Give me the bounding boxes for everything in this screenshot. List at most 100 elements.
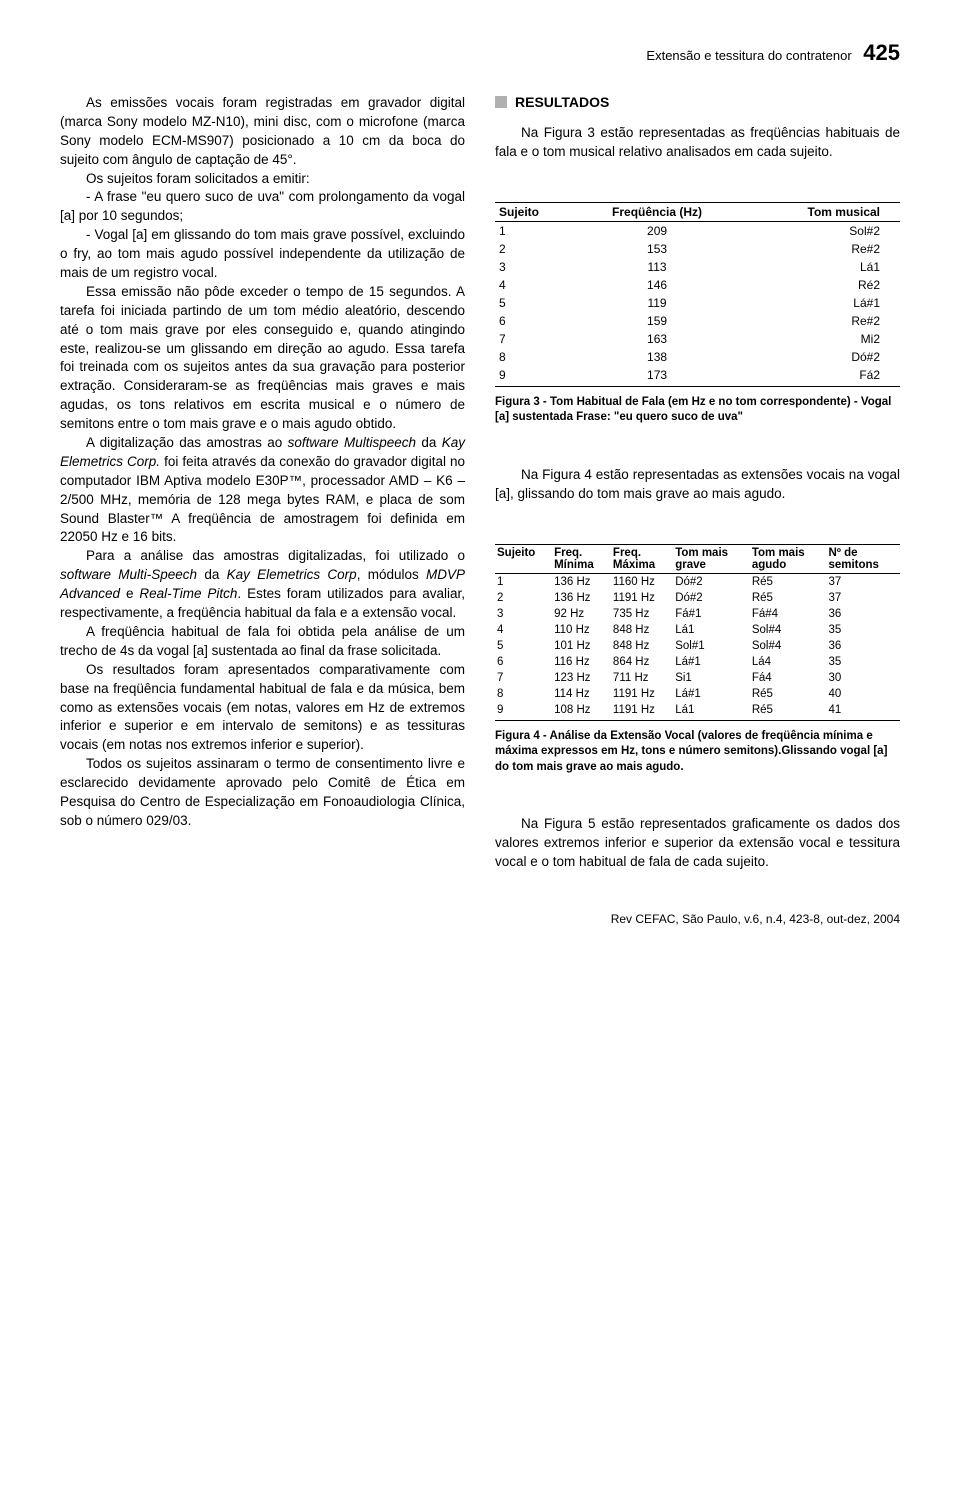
table-cell: 8	[495, 686, 552, 702]
body-paragraph: - Vogal [a] em glissando do tom mais gra…	[60, 226, 465, 283]
table-cell: 848 Hz	[611, 622, 673, 638]
table-cell: Ré5	[750, 686, 827, 702]
table-header-cell: Freq.Mínima	[552, 544, 611, 573]
table-cell: 1191 Hz	[611, 590, 673, 606]
table-row: 1209Sol#2	[495, 221, 900, 240]
body-paragraph: A freqüência habitual de fala foi obtida…	[60, 623, 465, 661]
table-cell: 40	[826, 686, 900, 702]
table-cell: Re#2	[739, 312, 900, 330]
table-cell: Dó#2	[673, 573, 750, 590]
figure-3-table: SujeitoFreqüência (Hz)Tom musical 1209So…	[495, 202, 900, 387]
table-cell: 9	[495, 366, 575, 387]
figure-4-caption: Figura 4 - Análise da Extensão Vocal (va…	[495, 729, 900, 776]
figure-4-table: SujeitoFreq.MínimaFreq.MáximaTom maisgra…	[495, 544, 900, 721]
table-cell: 119	[575, 294, 739, 312]
table-row: 7123 Hz711 HzSi1Fá430	[495, 670, 900, 686]
table-header-cell: Freq.Máxima	[611, 544, 673, 573]
body-paragraph: Para a análise das amostras digitalizada…	[60, 547, 465, 623]
table-cell: Lá4	[750, 654, 827, 670]
table-cell: 35	[826, 622, 900, 638]
table-cell: 6	[495, 312, 575, 330]
running-title: Extensão e tessitura do contratenor	[646, 48, 851, 63]
body-paragraph: Essa emissão não pôde exceder o tempo de…	[60, 283, 465, 434]
table-row: 5101 Hz848 HzSol#1Sol#436	[495, 638, 900, 654]
table-cell: Si1	[673, 670, 750, 686]
table-row: 2153Re#2	[495, 240, 900, 258]
table-cell: 2	[495, 240, 575, 258]
table-header-cell: Tom maisgrave	[673, 544, 750, 573]
page-footer: Rev CEFAC, São Paulo, v.6, n.4, 423-8, o…	[60, 912, 900, 926]
table-cell: Sol#2	[739, 221, 900, 240]
table-cell: Lá1	[673, 702, 750, 721]
table-cell: 9	[495, 702, 552, 721]
table-cell: Ré5	[750, 702, 827, 721]
table-cell: Mi2	[739, 330, 900, 348]
table-row: 5119Lá#1	[495, 294, 900, 312]
table-cell: 1191 Hz	[611, 702, 673, 721]
table-cell: 3	[495, 606, 552, 622]
table-cell: 123 Hz	[552, 670, 611, 686]
running-header: Extensão e tessitura do contratenor 425	[60, 40, 900, 66]
table-cell: 30	[826, 670, 900, 686]
table-row: 8114 Hz1191 HzLá#1Ré540	[495, 686, 900, 702]
table-cell: Ré5	[750, 573, 827, 590]
table-cell: 7	[495, 670, 552, 686]
table-cell: 138	[575, 348, 739, 366]
table-cell: 163	[575, 330, 739, 348]
table-cell: 735 Hz	[611, 606, 673, 622]
table-row: 9108 Hz1191 HzLá1Ré541	[495, 702, 900, 721]
left-column: As emissões vocais foram registradas em …	[60, 94, 465, 872]
table-cell: 3	[495, 258, 575, 276]
table-cell: 136 Hz	[552, 590, 611, 606]
square-bullet-icon	[495, 96, 507, 108]
table-header-cell: Tom musical	[739, 202, 900, 221]
body-paragraph: Na Figura 3 estão representadas as freqü…	[495, 124, 900, 162]
table-cell: 6	[495, 654, 552, 670]
table-cell: 864 Hz	[611, 654, 673, 670]
table-row: 1136 Hz1160 HzDó#2Ré537	[495, 573, 900, 590]
table-cell: 711 Hz	[611, 670, 673, 686]
table-cell: Lá#1	[673, 654, 750, 670]
table-cell: Fá2	[739, 366, 900, 387]
table-cell: Lá#1	[739, 294, 900, 312]
table-cell: Fá#1	[673, 606, 750, 622]
table-cell: 153	[575, 240, 739, 258]
table-cell: 5	[495, 638, 552, 654]
table-row: 392 Hz735 HzFá#1Fá#436	[495, 606, 900, 622]
table-cell: 146	[575, 276, 739, 294]
body-paragraph: - A frase "eu quero suco de uva" com pro…	[60, 188, 465, 226]
table-cell: 4	[495, 276, 575, 294]
body-paragraph: Na Figura 5 estão representados graficam…	[495, 815, 900, 872]
body-paragraph: A digitalização das amostras ao software…	[60, 434, 465, 547]
table-row: 8138Dó#2	[495, 348, 900, 366]
table-row: 9173Fá2	[495, 366, 900, 387]
section-heading-text: RESULTADOS	[515, 94, 609, 110]
table-cell: Lá#1	[673, 686, 750, 702]
table-header-cell: Sujeito	[495, 544, 552, 573]
table-cell: 101 Hz	[552, 638, 611, 654]
table-cell: 36	[826, 638, 900, 654]
section-heading-resultados: RESULTADOS	[495, 94, 900, 110]
table-cell: 1	[495, 221, 575, 240]
table-cell: 41	[826, 702, 900, 721]
table-row: 6116 Hz864 HzLá#1Lá435	[495, 654, 900, 670]
figure-3-caption: Figura 3 - Tom Habitual de Fala (em Hz e…	[495, 395, 900, 426]
page-number: 425	[863, 40, 900, 65]
table-cell: 8	[495, 348, 575, 366]
table-cell: 35	[826, 654, 900, 670]
table-cell: Sol#1	[673, 638, 750, 654]
body-paragraph: Os sujeitos foram solicitados a emitir:	[60, 170, 465, 189]
table-cell: 110 Hz	[552, 622, 611, 638]
table-cell: 36	[826, 606, 900, 622]
table-cell: Dó#2	[673, 590, 750, 606]
table-cell: 848 Hz	[611, 638, 673, 654]
table-cell: 108 Hz	[552, 702, 611, 721]
table-cell: 1160 Hz	[611, 573, 673, 590]
table-cell: Fá#4	[750, 606, 827, 622]
table-cell: 4	[495, 622, 552, 638]
table-header-cell: Tom maisagudo	[750, 544, 827, 573]
table-header-cell: Nº desemitons	[826, 544, 900, 573]
table-cell: Ré5	[750, 590, 827, 606]
table-row: 4146Ré2	[495, 276, 900, 294]
table-cell: 7	[495, 330, 575, 348]
